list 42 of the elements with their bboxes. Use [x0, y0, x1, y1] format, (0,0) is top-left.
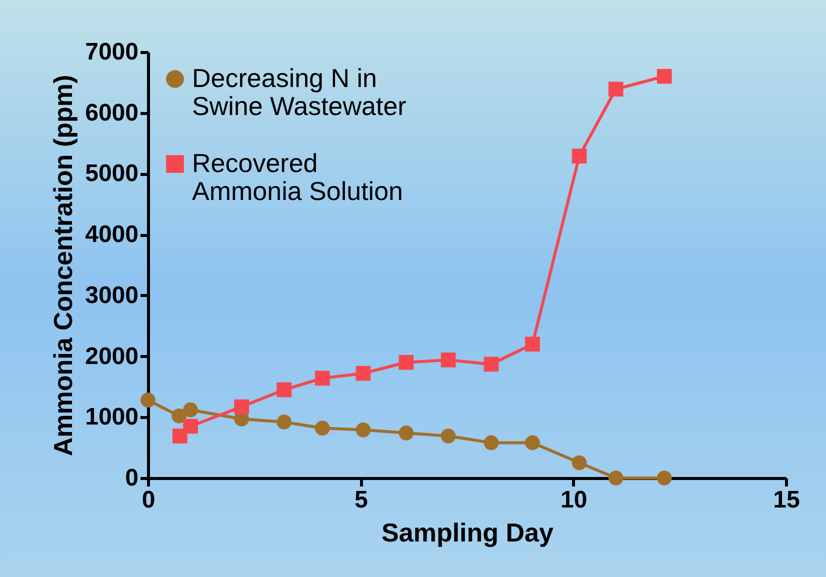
point [276, 414, 292, 430]
point [656, 68, 672, 84]
point [183, 402, 198, 418]
y-tick-label: 5000 [85, 160, 138, 188]
point [356, 422, 371, 438]
y-tick-label: 1000 [85, 404, 138, 431]
x-axis-title: Sampling Day [382, 518, 554, 548]
point [525, 336, 540, 352]
x-tick-label: 0 [142, 486, 156, 514]
point [484, 435, 499, 450]
y-tick-label: 2000 [85, 342, 138, 370]
point [484, 356, 499, 372]
y-tick-label: 3000 [85, 282, 138, 309]
legend-label: Decreasing N in Swine Wastewater [192, 63, 407, 121]
y-tick-label: 0 [125, 464, 138, 492]
point [572, 455, 587, 470]
point [172, 408, 186, 424]
x-tick-label: 10 [560, 486, 588, 514]
point [608, 470, 624, 486]
point [572, 148, 587, 164]
legend-label: Recovered Ammonia Solution [192, 148, 403, 206]
x-tick-label: 5 [354, 486, 368, 514]
point [440, 352, 456, 368]
point [276, 382, 292, 398]
point [314, 420, 330, 436]
point [314, 370, 330, 386]
point [183, 418, 198, 434]
y-tick-label: 6000 [85, 99, 138, 126]
y-tick-label: 7000 [85, 38, 138, 66]
x-tick-label: 15 [773, 486, 800, 514]
point [234, 399, 249, 414]
point [525, 435, 540, 450]
point [398, 354, 414, 370]
point [140, 392, 156, 408]
point [356, 366, 371, 381]
point [440, 428, 456, 444]
point [398, 426, 414, 440]
y-axis-title: Ammonia Concentration (ppm) [48, 74, 78, 456]
y-tick-label: 4000 [85, 221, 138, 248]
point [172, 428, 188, 444]
point [608, 82, 624, 97]
point [656, 470, 672, 486]
